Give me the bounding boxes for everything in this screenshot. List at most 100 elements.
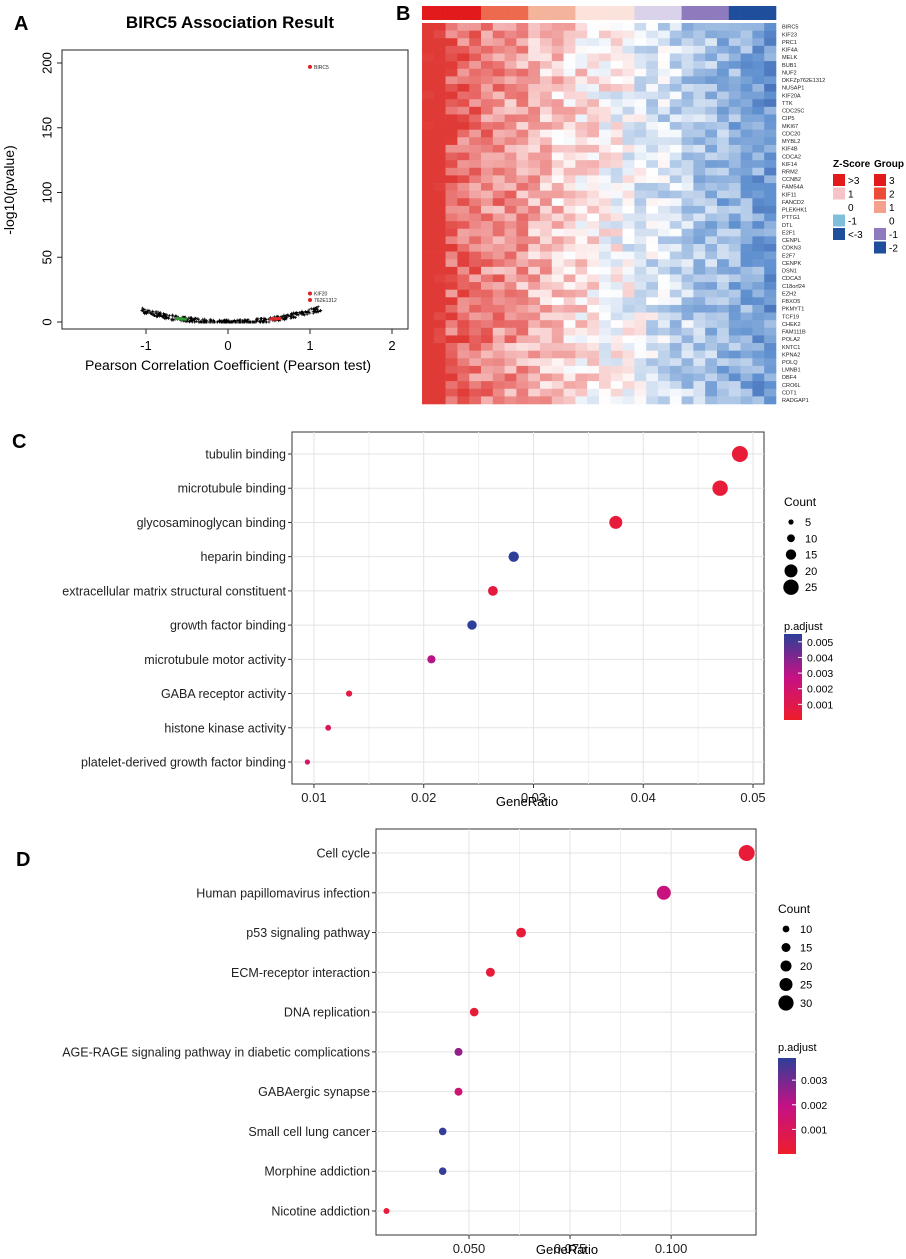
heatmap-cell	[551, 99, 564, 108]
heatmap-cell	[422, 30, 435, 39]
heatmap-cell	[563, 68, 576, 77]
heatmap-cell	[563, 289, 576, 298]
heatmap-cell	[681, 114, 694, 123]
heatmap-cell	[551, 236, 564, 245]
heatmap-cell	[422, 236, 435, 245]
heatmap-cell	[752, 327, 765, 336]
heatmap-cell	[481, 83, 494, 92]
term-label: AGE-RAGE signaling pathway in diabetic c…	[62, 1045, 370, 1059]
heatmap-cell	[764, 388, 777, 397]
heatmap-cell	[587, 23, 600, 31]
heatmap-cell	[740, 243, 753, 252]
heatmap-cell	[705, 388, 718, 397]
heatmap-cell	[622, 198, 635, 207]
heatmap-cell	[634, 335, 647, 344]
heatmap-cell	[492, 160, 505, 169]
heatmap-cell	[422, 327, 435, 336]
heatmap-cell	[752, 335, 765, 344]
heatmap-cell	[504, 53, 517, 62]
heatmap-cell	[705, 68, 718, 77]
heatmap-cell	[481, 23, 494, 31]
heatmap-cell	[551, 53, 564, 62]
heatmap-cell	[622, 53, 635, 62]
heatmap-cell	[669, 297, 682, 306]
heatmap-cell	[693, 274, 706, 283]
heatmap-cell	[705, 358, 718, 367]
heatmap-cell	[492, 274, 505, 283]
heatmap-cell	[599, 365, 612, 374]
heatmap-cell	[669, 282, 682, 290]
heatmap-cell	[551, 381, 564, 390]
heatmap-cell	[693, 61, 706, 70]
heatmap-cell	[516, 358, 529, 367]
heatmap-cell	[551, 183, 564, 191]
heatmap-cell	[575, 61, 588, 70]
heatmap-cell	[728, 99, 741, 108]
group-bar-cell	[646, 6, 659, 20]
heatmap-cell	[669, 61, 682, 70]
panel-label-b: B	[396, 3, 410, 25]
heatmap-cell	[740, 259, 753, 268]
heatmap-cell	[457, 129, 470, 138]
heatmap-cell	[752, 144, 765, 153]
heatmap-cell	[433, 396, 446, 405]
heatmap-cell	[516, 365, 529, 374]
panel-label-c: C	[12, 431, 26, 453]
heatmap-cell	[752, 190, 765, 199]
heatmap-cell	[528, 335, 541, 344]
heatmap-cell	[481, 221, 494, 230]
heatmap-cell	[469, 289, 482, 298]
heatmap-cell	[658, 221, 671, 230]
heatmap-cell	[516, 45, 529, 54]
heatmap-cell	[658, 167, 671, 176]
heatmap-cell	[681, 335, 694, 344]
panel-a-title: BIRC5 Association Result	[126, 13, 334, 32]
heatmap-cell	[551, 175, 564, 184]
heatmap-cell	[658, 190, 671, 199]
heatmap-cell	[504, 83, 517, 92]
heatmap-cell	[540, 175, 553, 184]
panel-a-point-label: 762E1312	[314, 298, 337, 304]
heatmap-cell	[599, 388, 612, 397]
heatmap-cell	[492, 396, 505, 405]
zscore-legend-label: >3	[848, 176, 860, 187]
heatmap-cell	[575, 99, 588, 108]
heatmap-cell	[705, 350, 718, 359]
heatmap-cell	[646, 38, 659, 47]
heatmap-cell	[752, 122, 765, 130]
heatmap-cell	[575, 205, 588, 214]
heatmap-cell	[669, 320, 682, 329]
heatmap-cell	[433, 373, 446, 382]
heatmap-cell	[445, 373, 458, 382]
heatmap-cell	[551, 228, 564, 237]
heatmap-cell	[610, 373, 623, 382]
group-bar-cell	[610, 6, 623, 20]
heatmap-cell	[681, 23, 694, 31]
heatmap-cell	[740, 266, 753, 275]
heatmap-cell	[764, 297, 777, 306]
gene-label: CENPK	[782, 261, 802, 267]
heatmap-cell	[504, 137, 517, 146]
heatmap-cell	[504, 327, 517, 336]
heatmap-cell	[481, 381, 494, 390]
heatmap-cell	[469, 183, 482, 191]
heatmap-cell	[504, 68, 517, 77]
heatmap-cell	[587, 83, 600, 92]
heatmap-cell	[658, 23, 671, 31]
heatmap-cell	[422, 213, 435, 222]
heatmap-cell	[492, 68, 505, 77]
heatmap-cell	[528, 91, 541, 100]
count-legend-dot	[782, 925, 790, 933]
heatmap-cell	[563, 38, 576, 47]
heatmap-cell	[422, 61, 435, 70]
gene-label: DKFZp762E1312	[782, 78, 825, 84]
panel-a-highlight-segment	[269, 317, 278, 321]
heatmap-cell	[540, 53, 553, 62]
heatmap-cell	[681, 99, 694, 108]
heatmap-cell	[681, 83, 694, 92]
heatmap-cell	[634, 175, 647, 184]
heatmap-cell	[504, 228, 517, 237]
heatmap-cell	[728, 327, 741, 336]
heatmap-cell	[457, 251, 470, 260]
heatmap-cell	[492, 83, 505, 92]
